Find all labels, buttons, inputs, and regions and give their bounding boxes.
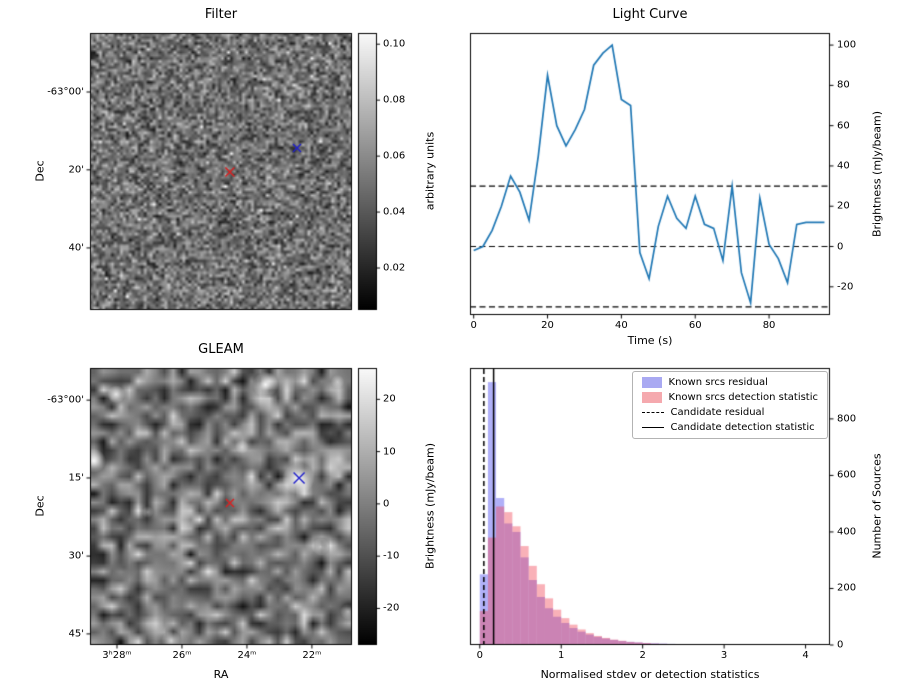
tick-label: 800: [837, 413, 857, 425]
tick-label: 45': [68, 628, 84, 640]
legend-item: Candidate detection statistic: [641, 422, 818, 433]
legend-dashed-line-swatch: [641, 412, 664, 413]
tick-label: 0: [470, 320, 477, 331]
tick-label: 0: [383, 498, 390, 510]
tick-label: 100: [837, 39, 857, 51]
tick-label: 0: [837, 241, 844, 252]
tick-label: 0.02: [383, 262, 406, 274]
legend-item: Known srcs detection statistic: [641, 392, 818, 403]
legend-label: Known srcs detection statistic: [668, 392, 818, 403]
tick-label: 200: [837, 582, 857, 594]
tick-label: 10: [383, 446, 396, 458]
tick-label: 20: [383, 393, 396, 405]
tick-label: 20': [68, 164, 84, 176]
tick-label: -20: [837, 281, 854, 293]
tick-label: 0: [837, 639, 844, 651]
tick-label: 0.08: [383, 94, 406, 106]
gleam-colorbar-label: Brightness (mJy/beam): [423, 442, 437, 570]
tick-label: 4: [802, 650, 809, 661]
legend-swatch-blue: [641, 377, 662, 388]
tick-label: -20: [383, 602, 400, 614]
tick-label: 40: [615, 320, 628, 331]
tick-label: 400: [837, 526, 857, 538]
light-curve-title: Light Curve: [612, 7, 688, 22]
light-curve-ylabel: Brightness (mJy/beam): [870, 110, 884, 238]
tick-label: 40: [837, 160, 850, 172]
tick-label: 0: [476, 650, 483, 661]
tick-label: -63°00': [47, 394, 84, 406]
tick-label: -63°00': [47, 86, 84, 98]
tick-label: 26ᵐ: [172, 650, 192, 661]
tick-label: 20: [541, 320, 554, 331]
legend: Known srcs residual Known srcs detection…: [631, 371, 828, 439]
tick-label: 0.06: [383, 150, 406, 162]
tick-label: 60: [688, 320, 702, 331]
tick-label: 3: [720, 650, 728, 661]
tick-label: 1: [558, 650, 565, 661]
tick-label: 60: [837, 120, 850, 132]
tick-label: 2: [639, 650, 646, 661]
light-curve-xlabel: Time (s): [627, 334, 673, 347]
tick-label: 0.10: [383, 38, 406, 50]
tick-label: 600: [837, 469, 857, 481]
tick-label: 20: [837, 200, 850, 212]
tick-label: 40': [68, 242, 84, 254]
legend-solid-line-swatch: [641, 427, 664, 428]
tick-label: 24ᵐ: [237, 650, 257, 661]
legend-label: Candidate detection statistic: [670, 422, 815, 433]
tick-label: 22ᵐ: [302, 650, 322, 661]
tick-label: 3ʰ28ᵐ: [102, 650, 132, 661]
gleam-ylabel: Dec: [33, 495, 47, 517]
tick-label: 30': [68, 550, 84, 562]
filter-title: Filter: [204, 7, 238, 22]
tick-label: 80: [837, 79, 850, 91]
filter-ylabel: Dec: [33, 160, 47, 182]
histogram-xlabel: Normalised stdev or detection statistics: [540, 668, 760, 681]
tick-label: 15': [68, 472, 84, 484]
legend-swatch-pink: [641, 392, 662, 403]
legend-label: Candidate residual: [670, 407, 765, 418]
legend-item: Known srcs residual: [641, 377, 818, 388]
gleam-title: GLEAM: [198, 342, 244, 357]
tick-label: -10: [383, 550, 400, 562]
legend-item: Candidate residual: [641, 407, 818, 418]
filter-colorbar-label: arbitrary units: [423, 131, 437, 211]
legend-label: Known srcs residual: [668, 377, 768, 388]
tick-label: 0.04: [383, 206, 406, 218]
tick-label: 80: [762, 320, 776, 331]
gleam-xlabel: RA: [213, 668, 229, 681]
histogram-ylabel: Number of Sources: [870, 453, 884, 559]
